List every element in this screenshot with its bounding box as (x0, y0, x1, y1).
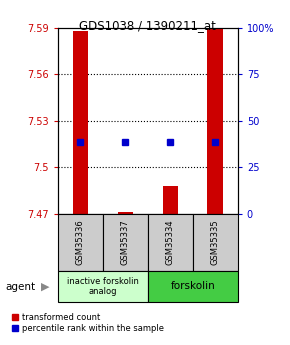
FancyBboxPatch shape (58, 271, 148, 302)
FancyBboxPatch shape (193, 214, 238, 271)
Text: ▶: ▶ (41, 282, 49, 292)
Bar (162, 186, 178, 214)
Bar (117, 213, 133, 214)
Text: GSM35337: GSM35337 (121, 219, 130, 265)
FancyBboxPatch shape (103, 214, 148, 271)
Legend: transformed count, percentile rank within the sample: transformed count, percentile rank withi… (10, 311, 165, 335)
Text: forskolin: forskolin (171, 282, 215, 291)
FancyBboxPatch shape (148, 214, 193, 271)
Text: inactive forskolin
analog: inactive forskolin analog (67, 277, 139, 296)
FancyBboxPatch shape (148, 271, 238, 302)
Text: GSM35334: GSM35334 (166, 219, 175, 265)
FancyBboxPatch shape (58, 214, 103, 271)
Text: GDS1038 / 1390211_at: GDS1038 / 1390211_at (79, 19, 216, 32)
Bar (72, 31, 88, 214)
Bar (207, 24, 223, 214)
Text: GSM35335: GSM35335 (211, 219, 220, 265)
Text: GSM35336: GSM35336 (76, 219, 85, 265)
Text: agent: agent (6, 282, 36, 292)
